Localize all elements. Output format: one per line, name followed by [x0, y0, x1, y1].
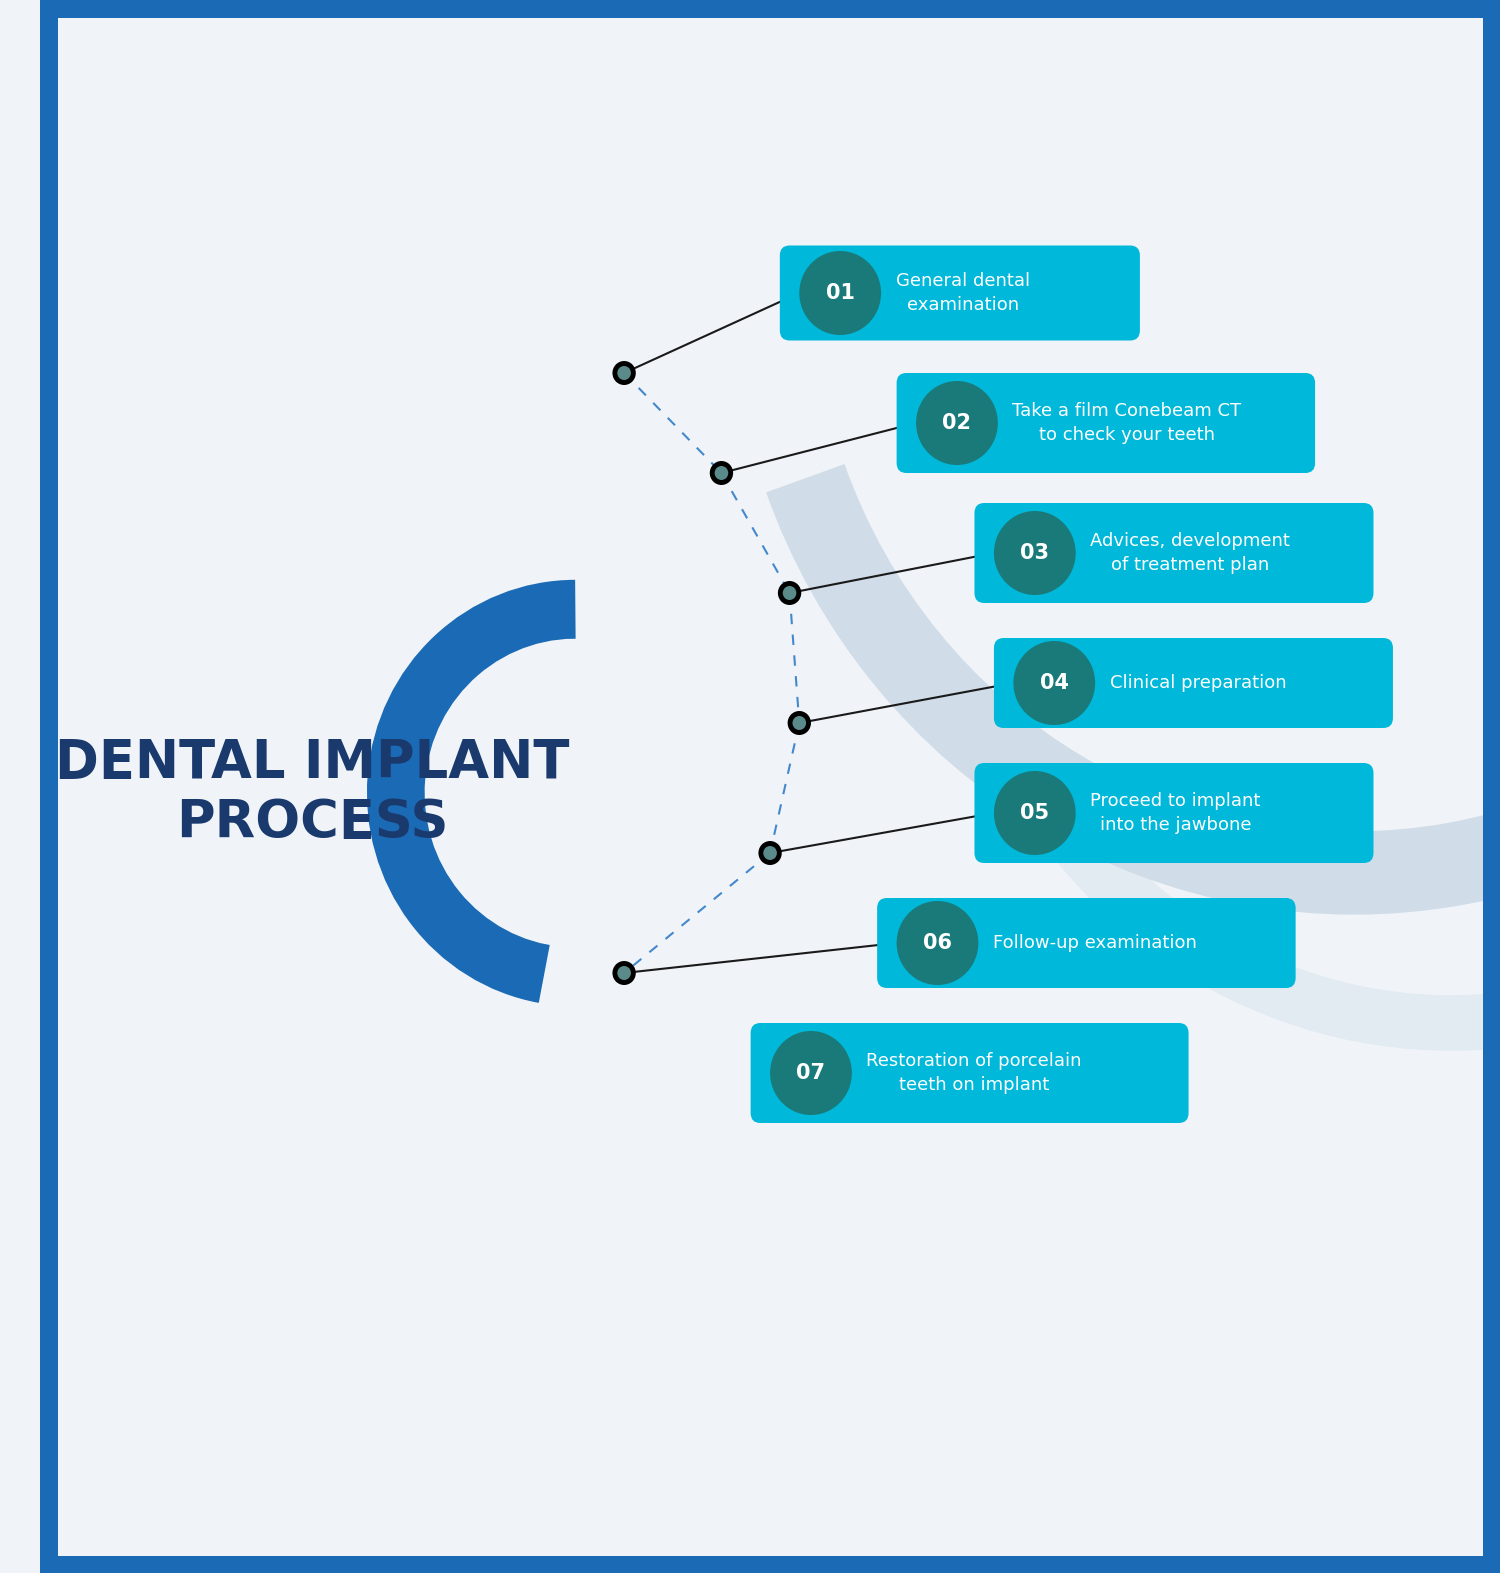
Circle shape: [714, 466, 728, 480]
Text: Advices, development
of treatment plan: Advices, development of treatment plan: [1090, 532, 1290, 574]
Circle shape: [778, 580, 801, 606]
Circle shape: [788, 711, 812, 735]
FancyBboxPatch shape: [975, 503, 1374, 602]
Circle shape: [764, 846, 777, 860]
Circle shape: [759, 842, 782, 865]
Text: 06: 06: [922, 933, 952, 953]
FancyBboxPatch shape: [780, 245, 1140, 340]
Circle shape: [618, 966, 632, 980]
Circle shape: [783, 587, 796, 599]
Text: 04: 04: [1040, 673, 1070, 694]
Circle shape: [792, 716, 806, 730]
Circle shape: [897, 901, 978, 985]
Circle shape: [612, 961, 636, 985]
Text: Restoration of porcelain
teeth on implant: Restoration of porcelain teeth on implan…: [867, 1052, 1082, 1093]
Text: DENTAL IMPLANT
PROCESS: DENTAL IMPLANT PROCESS: [56, 736, 570, 849]
Text: 03: 03: [1020, 543, 1050, 563]
FancyBboxPatch shape: [975, 763, 1374, 864]
Circle shape: [916, 381, 998, 466]
FancyBboxPatch shape: [897, 373, 1316, 473]
Text: 07: 07: [796, 1063, 825, 1082]
Circle shape: [800, 252, 880, 335]
Text: 02: 02: [942, 414, 972, 433]
Text: 05: 05: [1020, 802, 1050, 823]
Text: Proceed to implant
into the jawbone: Proceed to implant into the jawbone: [1090, 793, 1260, 834]
Circle shape: [994, 511, 1076, 595]
FancyBboxPatch shape: [750, 1022, 1188, 1123]
Circle shape: [770, 1030, 852, 1115]
Text: 01: 01: [825, 283, 855, 304]
Circle shape: [710, 461, 734, 484]
Text: General dental
examination: General dental examination: [896, 272, 1030, 313]
FancyBboxPatch shape: [994, 639, 1394, 728]
Text: Follow-up examination: Follow-up examination: [993, 934, 1197, 952]
Circle shape: [618, 367, 632, 381]
Circle shape: [1014, 642, 1095, 725]
Text: Take a film Conebeam CT
to check your teeth: Take a film Conebeam CT to check your te…: [1013, 403, 1242, 444]
FancyBboxPatch shape: [878, 898, 1296, 988]
Circle shape: [612, 360, 636, 385]
Text: Clinical preparation: Clinical preparation: [1110, 673, 1287, 692]
Circle shape: [994, 771, 1076, 856]
